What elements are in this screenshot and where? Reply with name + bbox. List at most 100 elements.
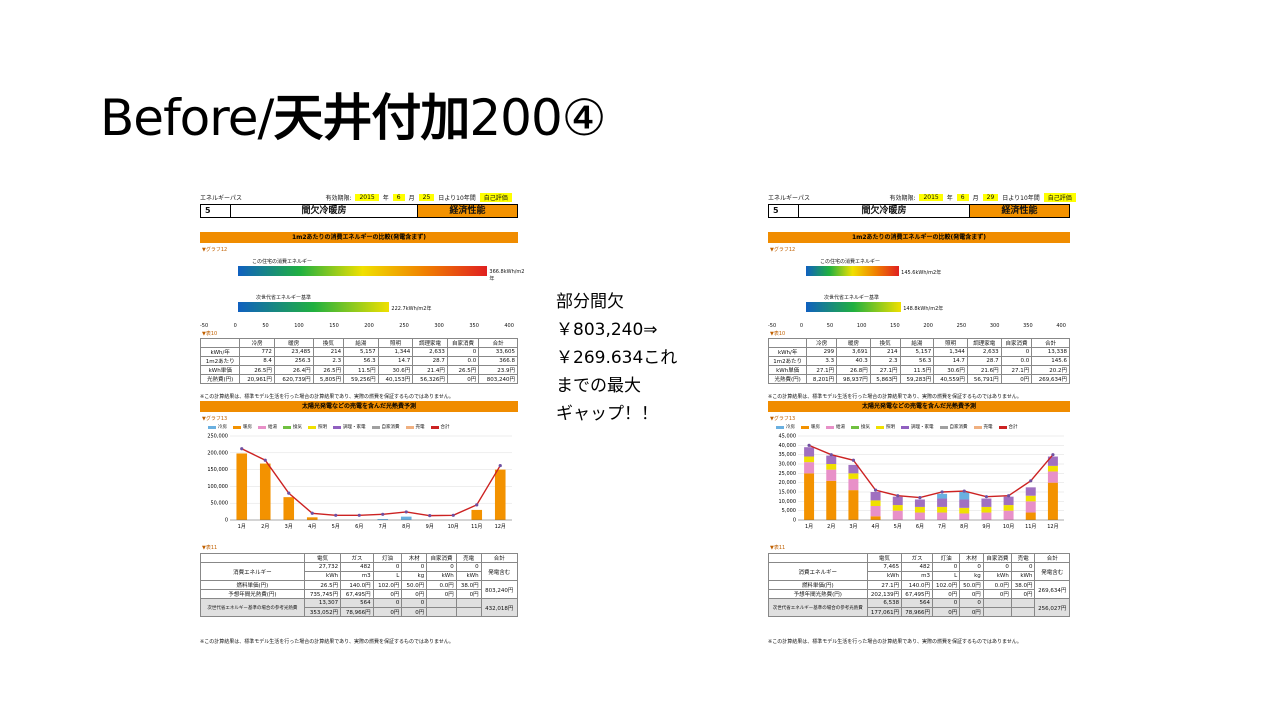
sheet-perf: 経済性能 (417, 205, 517, 217)
bar-segment (892, 505, 903, 511)
consumption-cell: 0 (982, 562, 1012, 572)
annual-cell: 0円 (982, 589, 1012, 599)
total-point (918, 496, 922, 500)
annual-cell: 67,495円 (340, 589, 374, 599)
unit-price-cell: 26.5円 (303, 580, 342, 590)
table-row: 予想年間光熱費(円) 202,139円 67,495円 0円 0円 0円 0円 (768, 589, 1070, 599)
month-unit: 月 (972, 194, 979, 202)
sheet-number: 5 (201, 205, 231, 217)
unit-price-label: 燃料単価(円) (200, 580, 305, 590)
energy-cell: 59,283円 (899, 374, 935, 384)
bar1-value: 145.6kWh/m2年 (901, 270, 942, 276)
valid-day: 29 (982, 193, 999, 201)
total-point (807, 443, 811, 447)
energy-cell: 2,633 (412, 347, 448, 357)
sheet-perf: 経済性能 (969, 205, 1069, 217)
bar1-energy (806, 266, 900, 276)
total-point (962, 489, 966, 493)
energy-cell: 5,157 (343, 347, 379, 357)
legend-label: 照明 (886, 425, 895, 430)
energy-col-header: 換気 (312, 338, 345, 348)
bar-segment (981, 506, 992, 513)
energy-cell: 214 (869, 347, 901, 357)
energy-col-header: 給湯 (899, 338, 935, 348)
ref-qty-cell: 6,538 (866, 598, 903, 608)
bar-segment (937, 498, 948, 507)
bar-segment (959, 507, 970, 514)
table10-label: ▼表10 (770, 331, 786, 337)
energy-cell: 20.2円 (1031, 365, 1070, 375)
annual-cell: 0円 (455, 589, 482, 599)
energy-cell: 27.1円 (806, 365, 838, 375)
axis-tick: 50 (826, 323, 834, 329)
axis-tick: 0 (799, 323, 804, 329)
energy-cell: 26.8円 (836, 365, 871, 375)
y-tick-label: 15,000 (779, 490, 797, 496)
legend-label: 合計 (440, 425, 450, 430)
bar-segment (1047, 465, 1058, 472)
energy-cell: 0円 (446, 374, 480, 384)
x-tick-label: 9月 (426, 524, 434, 530)
unit-cell: kWh (1010, 571, 1036, 581)
bar-segment (937, 512, 948, 520)
unit-price-cell: 50.0円 (401, 580, 428, 590)
y-tick-label: 50,000 (211, 501, 229, 507)
total-point (287, 491, 291, 495)
energy-cell: 145.6 (1031, 356, 1070, 366)
legend-label: 調理・家電 (343, 425, 366, 430)
section2-title: 太陽光発電などの売電を含んだ光熱費予測 (200, 401, 518, 412)
y-tick-label: 35,000 (779, 452, 797, 458)
ref-total: 432,018円 (480, 598, 519, 617)
energy-table: 冷房 暖房 換気 給湯 照明 調理家電 自家消費 合計 kWh/年 299 3,691 214 5,15… (767, 338, 1070, 384)
bar-segment (1025, 495, 1036, 502)
y-tick-label: 0 (793, 518, 796, 524)
valid-year: 2015 (355, 193, 379, 201)
bar-segment (914, 499, 925, 507)
energy-col-header: 換気 (869, 338, 901, 348)
x-tick-label: 5月 (894, 524, 902, 530)
energy-cell: 0円 (1000, 374, 1033, 384)
energy-cell: 2.3 (869, 356, 901, 366)
cost-col-header: 電気 (303, 553, 342, 563)
table11-label: ▼表11 (770, 545, 786, 551)
annual-total: 803,240円 (480, 580, 519, 599)
sheet-before: エネルギーパス 有効期限: 2015 年 6 月 25 日より10年間 自己評価… (199, 192, 524, 650)
ref-cost-cell: 0円 (959, 607, 984, 617)
energy-cell: kWh単価 (767, 365, 808, 375)
axis-tick: -50 (768, 323, 777, 329)
day-unit: 日より10年間 (438, 194, 476, 202)
annual-cell: 202,139円 (866, 589, 903, 599)
legend-item: 換気 (851, 424, 870, 430)
energy-cell: 11.5円 (899, 365, 935, 375)
legend-item: 冷房 (208, 424, 227, 430)
consumption-cell: 0 (372, 562, 403, 572)
table-row: 353,052円 78,966円 0円 0円 (201, 607, 518, 617)
legend-label: 自家消費 (381, 425, 400, 430)
x-tick-label: 12月 (495, 524, 506, 530)
self-eval: 自己評価 (479, 192, 512, 202)
table-row: 予想年間光熱費(円) 735,745円 67,495円 0円 0円 0円 0円 (200, 589, 518, 599)
cost-col-header (200, 553, 305, 563)
ref-cost-cell: 177,061円 (866, 607, 903, 617)
annual-cell: 0円 (401, 589, 428, 599)
y-tick-label: 5,000 (782, 508, 796, 514)
x-tick-label: 8月 (960, 524, 968, 530)
ref-label: 次世代省エネルギー基準の場合の参考光熱費 (200, 598, 305, 617)
energy-cell: 8.4 (239, 356, 275, 366)
energy-cell: kWh単価 (199, 365, 241, 375)
sheet-number: 5 (769, 205, 799, 217)
total-line (241, 448, 501, 517)
energy-cell: kWh/年 (767, 347, 808, 357)
axis-tick: 200 (364, 323, 374, 329)
total-point (1006, 494, 1011, 498)
unit-cell: kg (401, 571, 428, 581)
energy-cell: 14.7 (933, 356, 968, 366)
slide-title: Before/天井付加200④ (100, 78, 607, 150)
consumption-label: 消費エネルギー (768, 562, 868, 581)
bar-segment (959, 513, 970, 520)
legend-item: 換気 (283, 424, 302, 430)
bar-segment (959, 492, 970, 500)
bar-segment (471, 509, 483, 520)
unit-price-cell: 0.0円 (426, 580, 457, 590)
legend-item: 給湯 (826, 424, 845, 430)
